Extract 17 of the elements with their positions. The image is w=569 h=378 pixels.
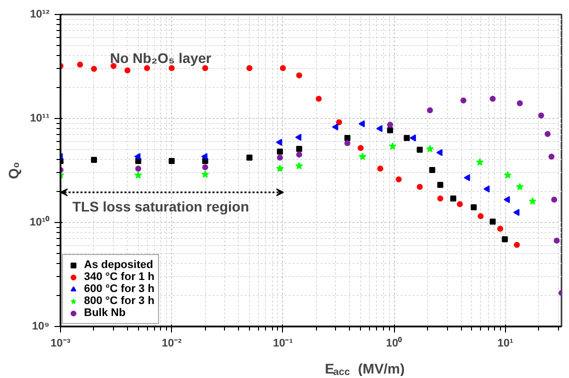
y-tick-label: 10¹² — [30, 8, 50, 20]
x-tick-label: 10⁰ — [386, 336, 402, 350]
x-tick-label: 10⁻² — [162, 338, 182, 350]
annotation: TLS loss saturation region — [72, 198, 250, 214]
legend-label: Bulk Nb — [84, 307, 126, 319]
y-tick-label: 10¹⁰ — [30, 216, 50, 228]
x-tick-label: 10¹ — [497, 338, 514, 350]
legend-label: 800 °C for 3 h — [84, 295, 154, 307]
y-tick-label: 10⁹ — [32, 320, 50, 332]
y-axis-title: Q₀ — [6, 162, 22, 180]
legend-label: 600 °C for 3 h — [84, 283, 154, 295]
y-tick-label: 10¹¹ — [30, 112, 50, 124]
legend-label: As deposited — [84, 259, 154, 271]
annotation: No Nb₂O₅ layer — [110, 50, 212, 66]
legend-label: 340 °C for 1 h — [84, 271, 154, 283]
x-tick-label: 10⁻³ — [50, 338, 71, 350]
x-tick-label: 10⁻¹ — [272, 338, 294, 350]
